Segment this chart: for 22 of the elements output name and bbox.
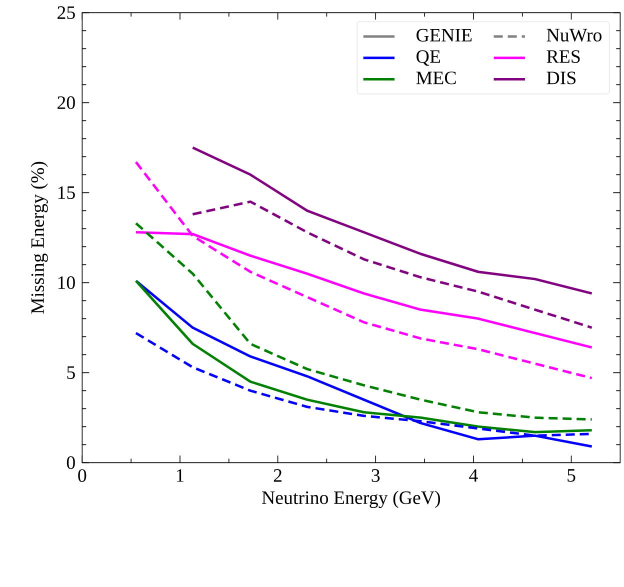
legend-label: QE — [416, 50, 440, 66]
legend-label: RES — [546, 50, 580, 63]
x-tick-label: 2 — [274, 469, 282, 482]
y-tick-label: 10 — [58, 276, 75, 290]
x-axis-title: Neutrino Energy (GeV) — [262, 490, 440, 508]
legend-label: NuWro — [546, 28, 602, 42]
legend-label: DIS — [546, 72, 576, 84]
x-tick-label: 3 — [372, 469, 380, 482]
x-tick-label: 1 — [176, 469, 184, 482]
y-tick-label: 0 — [66, 456, 75, 470]
y-axis-title: Missing Energy (%) — [30, 162, 48, 314]
y-tick-label: 5 — [67, 366, 75, 380]
x-tick-label: 0 — [78, 469, 86, 482]
legend-label: MEC — [416, 72, 456, 84]
line-series — [191, 146, 594, 295]
x-tick-label: 4 — [469, 469, 478, 482]
x-tick-label: 5 — [568, 469, 576, 482]
line-series — [134, 222, 594, 421]
y-tick-label: 15 — [58, 186, 75, 200]
y-tick-label: 20 — [58, 96, 75, 110]
y-tick-label: 25 — [58, 6, 75, 20]
legend-label: GENIE — [416, 28, 472, 42]
